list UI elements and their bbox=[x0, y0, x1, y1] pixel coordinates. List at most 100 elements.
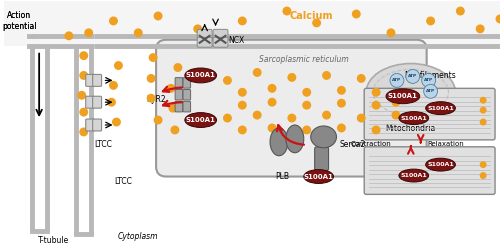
Circle shape bbox=[194, 24, 202, 33]
Circle shape bbox=[223, 114, 232, 122]
Circle shape bbox=[109, 81, 118, 90]
FancyBboxPatch shape bbox=[92, 96, 102, 108]
Circle shape bbox=[302, 88, 311, 97]
Text: LTCC: LTCC bbox=[114, 177, 132, 186]
FancyBboxPatch shape bbox=[197, 29, 212, 39]
Circle shape bbox=[84, 28, 93, 37]
FancyBboxPatch shape bbox=[183, 90, 190, 100]
Circle shape bbox=[80, 71, 88, 80]
Circle shape bbox=[372, 88, 380, 97]
Circle shape bbox=[107, 98, 116, 107]
Ellipse shape bbox=[304, 170, 334, 183]
FancyBboxPatch shape bbox=[364, 88, 495, 140]
Circle shape bbox=[357, 114, 366, 122]
Circle shape bbox=[357, 74, 366, 83]
Circle shape bbox=[337, 124, 346, 132]
Circle shape bbox=[392, 76, 400, 85]
Circle shape bbox=[80, 128, 88, 136]
Ellipse shape bbox=[386, 89, 420, 104]
FancyBboxPatch shape bbox=[213, 29, 228, 39]
Circle shape bbox=[148, 53, 158, 62]
Text: S100A1: S100A1 bbox=[186, 72, 216, 78]
Text: S100A1: S100A1 bbox=[388, 93, 418, 99]
FancyBboxPatch shape bbox=[86, 119, 94, 131]
Text: PLB: PLB bbox=[275, 172, 289, 180]
FancyBboxPatch shape bbox=[92, 74, 102, 86]
Text: S100A1: S100A1 bbox=[400, 173, 427, 178]
Text: S100A1: S100A1 bbox=[400, 116, 427, 120]
Circle shape bbox=[480, 107, 486, 114]
Circle shape bbox=[386, 28, 396, 37]
Circle shape bbox=[134, 28, 142, 37]
Circle shape bbox=[112, 118, 121, 126]
Circle shape bbox=[166, 84, 175, 93]
Circle shape bbox=[114, 61, 123, 70]
Circle shape bbox=[496, 14, 500, 24]
Circle shape bbox=[238, 101, 247, 110]
Circle shape bbox=[476, 24, 484, 33]
Ellipse shape bbox=[185, 112, 216, 128]
Circle shape bbox=[406, 70, 419, 83]
Circle shape bbox=[252, 68, 262, 77]
Circle shape bbox=[337, 86, 346, 95]
Circle shape bbox=[109, 16, 118, 26]
Circle shape bbox=[422, 74, 436, 87]
Circle shape bbox=[392, 111, 400, 120]
Circle shape bbox=[426, 16, 435, 26]
Circle shape bbox=[480, 118, 486, 126]
Circle shape bbox=[268, 98, 276, 107]
Text: T-tubule: T-tubule bbox=[38, 236, 70, 246]
FancyBboxPatch shape bbox=[175, 90, 182, 100]
FancyBboxPatch shape bbox=[86, 74, 94, 86]
Text: S100A1: S100A1 bbox=[427, 106, 454, 111]
Circle shape bbox=[480, 161, 486, 168]
Text: Myofilaments: Myofilaments bbox=[404, 71, 456, 80]
Circle shape bbox=[282, 6, 292, 16]
Text: S100A1: S100A1 bbox=[304, 174, 334, 180]
Ellipse shape bbox=[399, 112, 428, 124]
Circle shape bbox=[146, 74, 156, 83]
Text: Mitochondria: Mitochondria bbox=[386, 124, 436, 134]
Text: Serca2: Serca2 bbox=[340, 140, 365, 149]
Ellipse shape bbox=[185, 68, 216, 83]
FancyBboxPatch shape bbox=[86, 96, 94, 108]
Circle shape bbox=[480, 172, 486, 179]
Circle shape bbox=[352, 10, 361, 18]
Circle shape bbox=[80, 51, 88, 60]
Circle shape bbox=[154, 116, 162, 124]
Text: ATP: ATP bbox=[408, 74, 418, 78]
Text: NCX: NCX bbox=[228, 36, 244, 45]
Circle shape bbox=[154, 12, 162, 20]
Circle shape bbox=[288, 114, 296, 122]
FancyBboxPatch shape bbox=[175, 102, 182, 112]
Ellipse shape bbox=[286, 125, 304, 153]
Circle shape bbox=[78, 91, 86, 100]
Bar bbox=[4, 46, 500, 249]
Circle shape bbox=[168, 104, 177, 112]
Text: Action
potential: Action potential bbox=[2, 11, 36, 31]
FancyBboxPatch shape bbox=[92, 119, 102, 131]
Circle shape bbox=[174, 63, 182, 72]
Circle shape bbox=[238, 16, 247, 26]
Text: Calcium: Calcium bbox=[290, 11, 334, 21]
Ellipse shape bbox=[366, 64, 456, 121]
Text: S100A1: S100A1 bbox=[427, 162, 454, 167]
Circle shape bbox=[322, 111, 331, 120]
Text: Cytoplasm: Cytoplasm bbox=[118, 232, 158, 241]
Circle shape bbox=[322, 71, 331, 80]
Ellipse shape bbox=[399, 169, 428, 182]
FancyBboxPatch shape bbox=[213, 37, 228, 47]
Circle shape bbox=[312, 18, 321, 28]
Ellipse shape bbox=[426, 158, 456, 171]
Text: ATP: ATP bbox=[424, 78, 433, 82]
Text: ATP: ATP bbox=[392, 78, 402, 82]
Circle shape bbox=[170, 126, 179, 134]
Circle shape bbox=[337, 99, 346, 108]
FancyBboxPatch shape bbox=[197, 37, 212, 47]
Text: Sarcoplasmic reticulum: Sarcoplasmic reticulum bbox=[259, 55, 349, 64]
FancyBboxPatch shape bbox=[175, 78, 182, 88]
Circle shape bbox=[302, 126, 311, 134]
Text: Contraction: Contraction bbox=[350, 141, 391, 147]
FancyBboxPatch shape bbox=[183, 78, 190, 88]
Bar bbox=[4, 1, 500, 46]
